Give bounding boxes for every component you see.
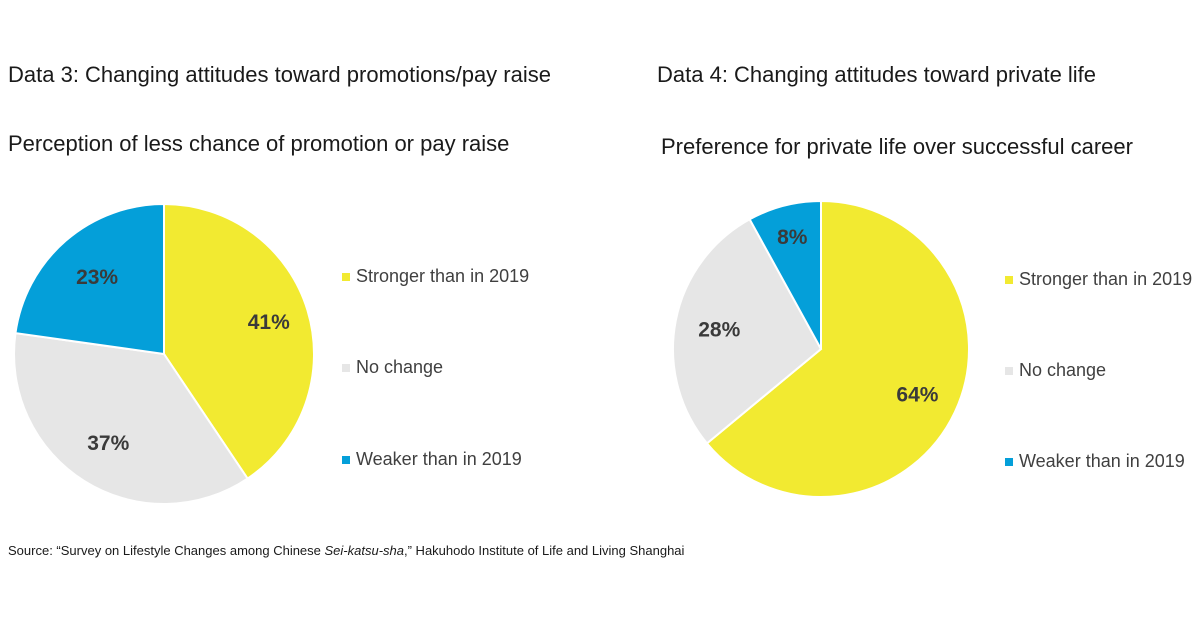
legend-label: Weaker than in 2019 xyxy=(1019,451,1185,471)
pie-slice-weaker xyxy=(748,199,822,350)
legend-item-weaker: Weaker than in 2019 xyxy=(1005,451,1185,472)
slice-label-no-change: 28% xyxy=(698,319,740,342)
legend-swatch-no-change xyxy=(342,363,350,372)
right-chart-title: Preference for private life over success… xyxy=(661,134,1133,159)
legend-label: Stronger than in 2019 xyxy=(356,266,530,286)
pie-slice-stronger xyxy=(163,202,315,480)
right-panel-title: Data 4: Changing attitudes toward privat… xyxy=(657,62,1097,87)
legend-item-weaker: Weaker than in 2019 xyxy=(342,449,522,470)
pie-slice-stronger xyxy=(705,199,970,498)
legend-swatch-no-change xyxy=(1005,366,1013,375)
pie-slice-no-change xyxy=(13,331,249,505)
legend-item-stronger: Stronger than in 2019 xyxy=(1005,269,1192,290)
legend-swatch-weaker xyxy=(342,455,350,464)
legend-label: Weaker than in 2019 xyxy=(356,449,522,469)
legend-label: No change xyxy=(1019,360,1107,380)
pie-slice-weaker xyxy=(14,202,165,356)
left-panel-title: Data 3: Changing attitudes toward promot… xyxy=(8,62,551,87)
legend-label: No change xyxy=(356,357,444,377)
slice-label-weaker: 23% xyxy=(76,266,118,289)
source-suffix: ,” Hakuhodo Institute of Life and Living… xyxy=(404,543,685,558)
legend-swatch-weaker xyxy=(1005,457,1013,466)
source-prefix: Source: “Survey on Lifestyle Changes amo… xyxy=(8,543,325,558)
source-italic: Sei-katsu-sha xyxy=(324,543,404,558)
pie-slice-no-change xyxy=(672,217,823,445)
slice-label-stronger: 41% xyxy=(248,311,290,334)
left-chart-title: Perception of less chance of promotion o… xyxy=(8,131,510,156)
legend-item-stronger: Stronger than in 2019 xyxy=(342,266,529,287)
legend-item-no-change: No change xyxy=(342,357,443,378)
source-note: Source: “Survey on Lifestyle Changes amo… xyxy=(8,543,684,558)
legend-label: Stronger than in 2019 xyxy=(1019,269,1193,289)
slice-label-no-change: 37% xyxy=(87,432,129,455)
legend-swatch-stronger xyxy=(342,272,350,281)
legend-item-no-change: No change xyxy=(1005,360,1106,381)
slice-label-stronger: 64% xyxy=(896,383,938,406)
slice-label-weaker: 8% xyxy=(777,226,808,249)
legend-swatch-stronger xyxy=(1005,275,1013,284)
